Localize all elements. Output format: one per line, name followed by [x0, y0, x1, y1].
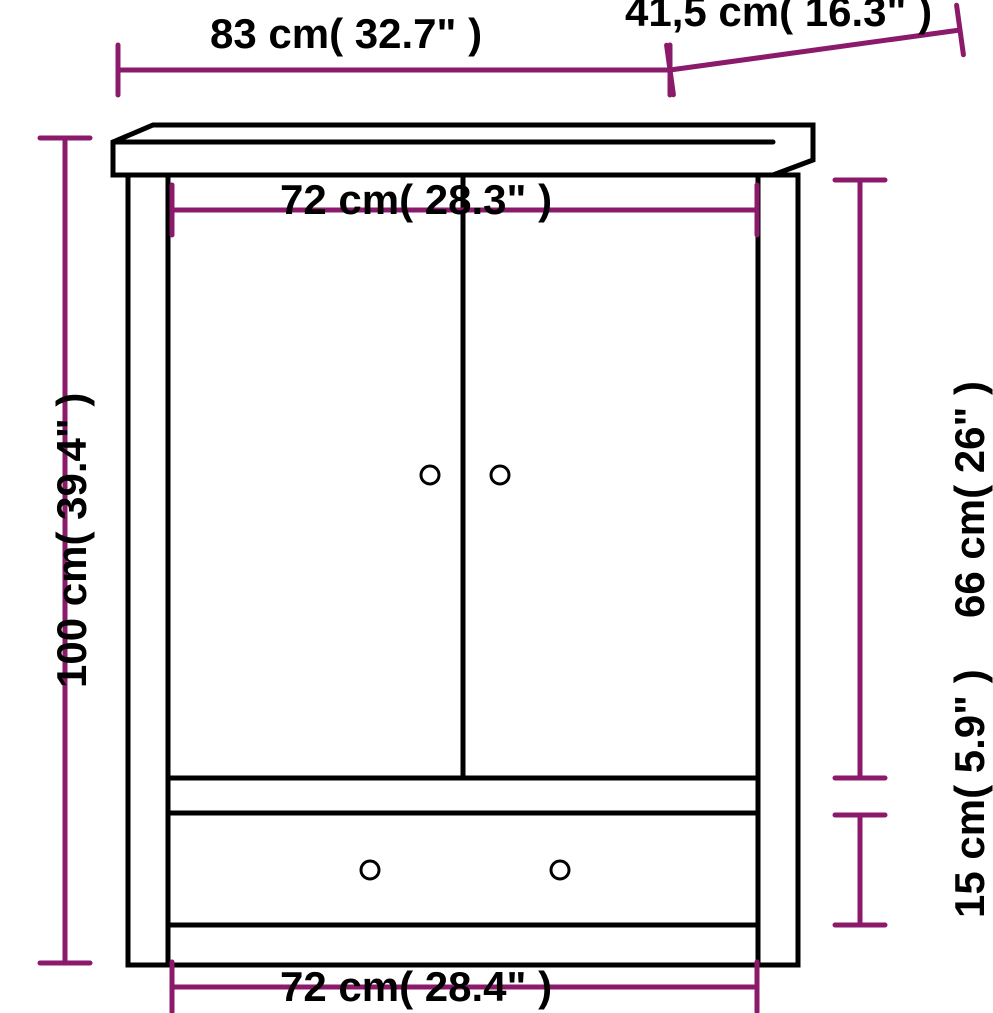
label-width-top: 83 cm( 32.7" )	[210, 10, 482, 58]
label-depth-top: 41,5 cm( 16.3" )	[625, 0, 932, 36]
dimension-diagram: 83 cm( 32.7" ) 41,5 cm( 16.3" ) 72 cm( 2…	[0, 0, 993, 1013]
label-bottom-width: 72 cm( 28.4" )	[280, 963, 552, 1011]
label-drawer-height: 15 cm( 5.9" )	[946, 669, 993, 918]
label-door-height: 66 cm( 26" )	[946, 381, 993, 618]
label-door-width: 72 cm( 28.3" )	[280, 176, 552, 224]
label-height-left: 100 cm( 39.4" )	[48, 393, 96, 688]
furniture-drawing	[0, 0, 993, 1013]
